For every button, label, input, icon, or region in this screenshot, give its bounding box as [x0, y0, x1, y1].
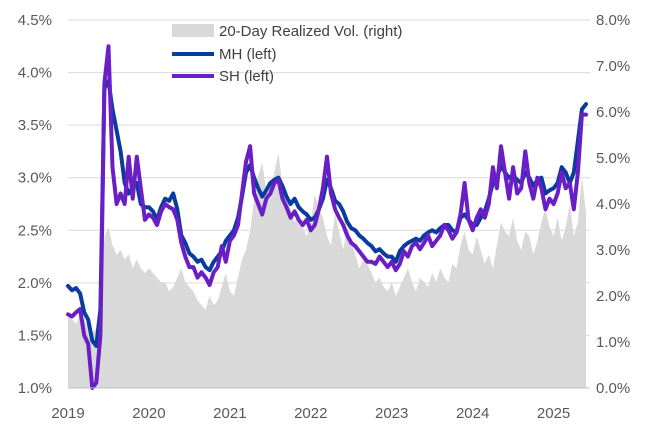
legend-label-sh: SH (left)	[219, 68, 274, 85]
right-tick-label: 5.0%	[596, 150, 630, 167]
left-tick-label: 1.0%	[18, 380, 52, 397]
legend: 20-Day Realized Vol. (right) MH (left) S…	[172, 23, 402, 85]
left-tick-label: 2.0%	[18, 275, 52, 292]
right-tick-label: 2.0%	[596, 288, 630, 305]
right-tick-label: 3.0%	[596, 242, 630, 259]
realized-vol-area	[68, 153, 586, 388]
left-tick-label: 4.5%	[18, 12, 52, 29]
right-tick-label: 1.0%	[596, 334, 630, 351]
legend-label-mh: MH (left)	[219, 46, 277, 63]
x-tick-label: 2022	[294, 405, 327, 422]
x-tick-label: 2023	[375, 405, 408, 422]
x-tick-label: 2024	[456, 405, 489, 422]
left-tick-label: 1.5%	[18, 327, 52, 344]
x-tick-label: 2019	[51, 405, 84, 422]
right-axis-ticks: 0.0% 1.0% 2.0% 3.0% 4.0% 5.0% 6.0% 7.0% 8.0%	[596, 12, 630, 397]
vol-area-path	[68, 153, 586, 388]
left-axis-ticks: 1.0% 1.5% 2.0% 2.5% 3.0% 3.5% 4.0% 4.5%	[18, 12, 52, 397]
x-tick-label: 2020	[132, 405, 165, 422]
rate-lines	[66, 44, 588, 390]
right-tick-label: 6.0%	[596, 104, 630, 121]
right-tick-label: 4.0%	[596, 196, 630, 213]
right-tick-label: 0.0%	[596, 380, 630, 397]
left-tick-label: 3.5%	[18, 117, 52, 134]
legend-label-vol: 20-Day Realized Vol. (right)	[219, 23, 402, 40]
x-axis-ticks: 2019 2020 2021 2022 2023 2024 2025	[51, 405, 570, 422]
left-tick-label: 4.0%	[18, 65, 52, 82]
sh-line	[66, 44, 588, 390]
right-tick-label: 7.0%	[596, 58, 630, 75]
left-tick-label: 2.5%	[18, 222, 52, 239]
legend-swatch-vol	[172, 24, 214, 37]
right-tick-label: 8.0%	[596, 12, 630, 29]
left-tick-label: 3.0%	[18, 170, 52, 187]
x-tick-label: 2021	[213, 405, 246, 422]
x-tick-label: 2025	[537, 405, 570, 422]
